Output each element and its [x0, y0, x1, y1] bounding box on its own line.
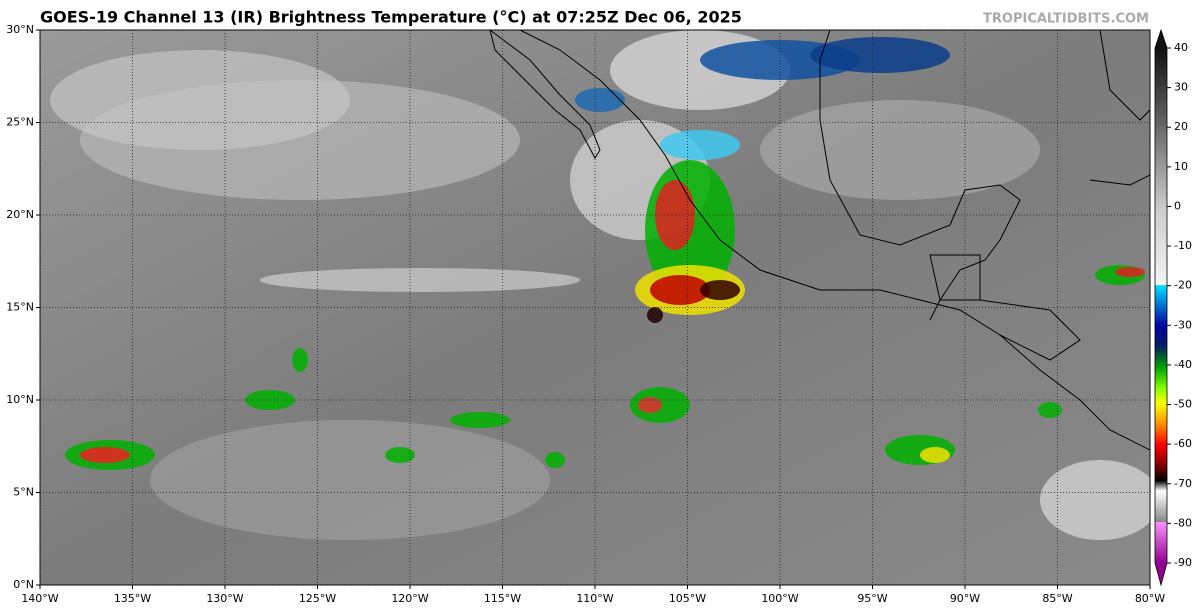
convection	[545, 452, 565, 468]
colorbar-tick-label: 30	[1174, 81, 1188, 94]
y-tick-label: 5°N	[13, 486, 34, 499]
convection	[292, 348, 308, 372]
x-tick-label: 80°W	[1135, 592, 1165, 605]
x-tick-label: 85°W	[1042, 592, 1072, 605]
x-tick-label: 105°W	[669, 592, 706, 605]
cloud	[1040, 460, 1150, 540]
cloud	[150, 420, 550, 540]
x-tick-label: 135°W	[114, 592, 151, 605]
x-tick-label: 130°W	[206, 592, 243, 605]
x-tick-label: 140°W	[21, 592, 58, 605]
mainland-coast	[519, 30, 1150, 451]
colorbar	[1155, 48, 1167, 563]
x-tick-label: 110°W	[576, 592, 613, 605]
colorbar-tick-label: -10	[1174, 239, 1192, 252]
honduras-border	[979, 299, 1081, 361]
convection	[647, 307, 663, 323]
credit: TROPICALTIDBITS.COM	[983, 12, 1149, 27]
convection	[660, 130, 740, 160]
convection	[810, 37, 950, 73]
colorbar-tick-label: 20	[1174, 120, 1188, 133]
x-tick-label: 115°W	[484, 592, 521, 605]
x-tick-label: 100°W	[761, 592, 798, 605]
colorbar-tick-label: 10	[1174, 160, 1188, 173]
y-tick-label: 0°N	[13, 578, 34, 591]
colorbar-tick-label: -60	[1174, 437, 1192, 450]
convection	[1115, 267, 1145, 277]
y-tick-label: 25°N	[6, 116, 34, 129]
colorbar-tick-label: 40	[1174, 41, 1188, 54]
convection	[700, 280, 740, 300]
convection	[655, 180, 695, 250]
baja-coast	[489, 30, 601, 159]
x-tick-label: 125°W	[299, 592, 336, 605]
colorbar-arrow-top	[1155, 30, 1167, 48]
x-tick-label: 120°W	[391, 592, 428, 605]
convection	[450, 412, 510, 428]
colorbar-tick-label: -30	[1174, 318, 1192, 331]
convection	[245, 390, 295, 410]
cloud	[260, 268, 580, 292]
y-tick-label: 15°N	[6, 301, 34, 314]
colorbar-tick-label: -50	[1174, 398, 1192, 411]
florida-coast	[1099, 30, 1150, 121]
colorbar-tick-label: 0	[1174, 199, 1181, 212]
colorbar-tick-label: -80	[1174, 516, 1192, 529]
colorbar-tick-label: -90	[1174, 556, 1192, 569]
convection	[650, 275, 710, 305]
colorbar-tick-label: -70	[1174, 477, 1192, 490]
x-tick-label: 90°W	[950, 592, 980, 605]
x-tick-label: 95°W	[857, 592, 887, 605]
cuba-coast	[1089, 174, 1150, 186]
cloud	[760, 100, 1040, 200]
colorbar-tick-label: -40	[1174, 358, 1192, 371]
colorbar-tick-label: -20	[1174, 279, 1192, 292]
convection	[638, 397, 662, 413]
cloud	[50, 50, 350, 150]
convection	[920, 447, 950, 463]
colorbar-arrow-bottom	[1155, 563, 1167, 585]
imagery	[50, 30, 1150, 540]
convection	[1038, 402, 1062, 418]
convection	[80, 447, 130, 463]
y-tick-label: 20°N	[6, 208, 34, 221]
y-tick-label: 10°N	[6, 393, 34, 406]
convection	[575, 88, 625, 112]
convection	[385, 447, 415, 463]
map-title: GOES-19 Channel 13 (IR) Brightness Tempe…	[40, 8, 742, 27]
y-tick-label: 30°N	[6, 23, 34, 36]
